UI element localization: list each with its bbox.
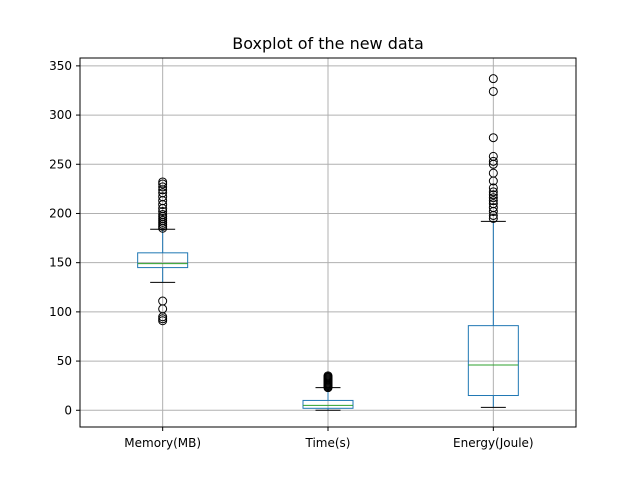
x-tick-label: Memory(MB)	[124, 436, 201, 450]
y-tick-label: 200	[49, 206, 72, 220]
outlier-point	[158, 207, 168, 217]
outlier-point	[488, 168, 498, 178]
axes-layer: 0 50 100 150 200 250 300 350 Memory(MB) Time(s) En…	[49, 57, 577, 450]
outlier-point	[488, 151, 498, 161]
outlier-point	[488, 133, 498, 143]
x-tick-label: Energy(Joule)	[453, 436, 534, 450]
grid-layer	[80, 58, 576, 427]
outlier-point	[323, 371, 333, 381]
outlier-point	[488, 190, 498, 200]
outlier-point	[158, 188, 168, 198]
box-iqr	[137, 252, 189, 269]
outlier-point	[158, 192, 168, 202]
box-iqr	[302, 399, 354, 409]
y-tick-label: 100	[49, 305, 72, 319]
outlier-point	[488, 193, 498, 203]
outlier-point	[158, 177, 168, 187]
chart-title: Boxplot of the new data	[232, 34, 424, 53]
outlier-point	[158, 209, 168, 219]
outlier-point	[488, 199, 498, 209]
outlier-point	[488, 196, 498, 206]
outlier-point	[158, 182, 168, 192]
x-tick-label: Time(s)	[305, 436, 351, 450]
y-tick-label: 350	[49, 59, 72, 73]
box-layer	[137, 74, 519, 411]
y-tick-label: 0	[64, 403, 72, 417]
box-group	[302, 371, 354, 411]
outlier-point	[158, 296, 168, 306]
outlier-point	[488, 213, 498, 223]
y-tick-label: 150	[49, 256, 72, 270]
outlier-point	[488, 86, 498, 96]
y-tick-label: 300	[49, 108, 72, 122]
outlier-point	[488, 187, 498, 197]
box-group	[467, 74, 519, 408]
outlier-point	[488, 74, 498, 84]
box-group	[137, 177, 189, 326]
outlier-point	[488, 203, 498, 213]
y-tick-label: 250	[49, 157, 72, 171]
y-tick-label: 50	[57, 354, 72, 368]
outlier-point	[488, 183, 498, 193]
box-iqr	[467, 325, 519, 397]
outlier-point	[488, 156, 498, 166]
